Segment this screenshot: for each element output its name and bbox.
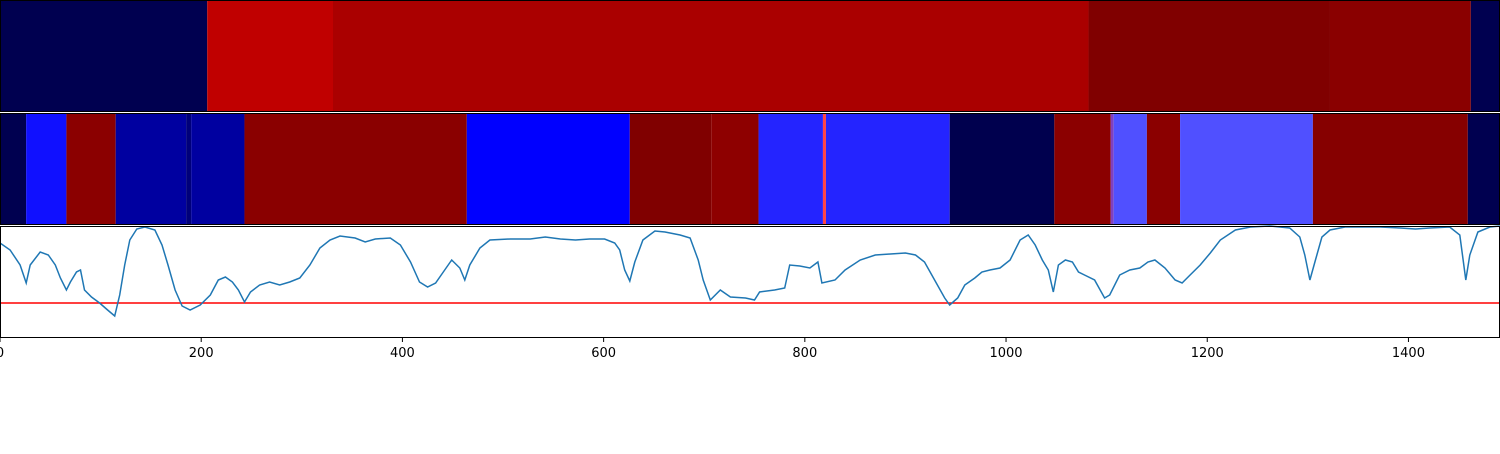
segment bbox=[758, 113, 823, 225]
segment bbox=[0, 113, 27, 225]
segment bbox=[1180, 113, 1313, 225]
segment bbox=[1470, 0, 1500, 112]
segment bbox=[629, 113, 712, 225]
segment bbox=[1146, 113, 1181, 225]
segment bbox=[26, 113, 67, 225]
segment bbox=[1054, 113, 1111, 225]
segment bbox=[207, 0, 333, 112]
segment bbox=[1467, 113, 1500, 225]
segment bbox=[825, 113, 950, 225]
x-tick-label: 1000 bbox=[989, 346, 1022, 361]
segment bbox=[1110, 113, 1114, 225]
segment bbox=[66, 113, 116, 225]
segment bbox=[1312, 113, 1468, 225]
x-tick-label: 600 bbox=[591, 346, 616, 361]
x-tick-label: 0 bbox=[0, 346, 4, 361]
segment bbox=[1113, 113, 1147, 225]
plot-background bbox=[0, 226, 1500, 338]
segment bbox=[0, 0, 208, 112]
segment bbox=[1088, 0, 1330, 112]
segment bbox=[332, 0, 1089, 112]
segment bbox=[949, 113, 1055, 225]
segment bbox=[186, 113, 192, 225]
segment bbox=[1329, 0, 1471, 112]
x-tick-label: 1400 bbox=[1392, 346, 1425, 361]
segment bbox=[191, 113, 245, 225]
x-tick-label: 400 bbox=[390, 346, 415, 361]
segment bbox=[711, 113, 759, 225]
segment bbox=[115, 113, 187, 225]
segment bbox=[466, 113, 630, 225]
x-tick-label: 1200 bbox=[1191, 346, 1224, 361]
segment bbox=[822, 113, 826, 225]
x-tick-label: 200 bbox=[189, 346, 214, 361]
segment bbox=[244, 113, 467, 225]
data-line bbox=[0, 225, 1500, 318]
x-tick-label: 800 bbox=[792, 346, 817, 361]
